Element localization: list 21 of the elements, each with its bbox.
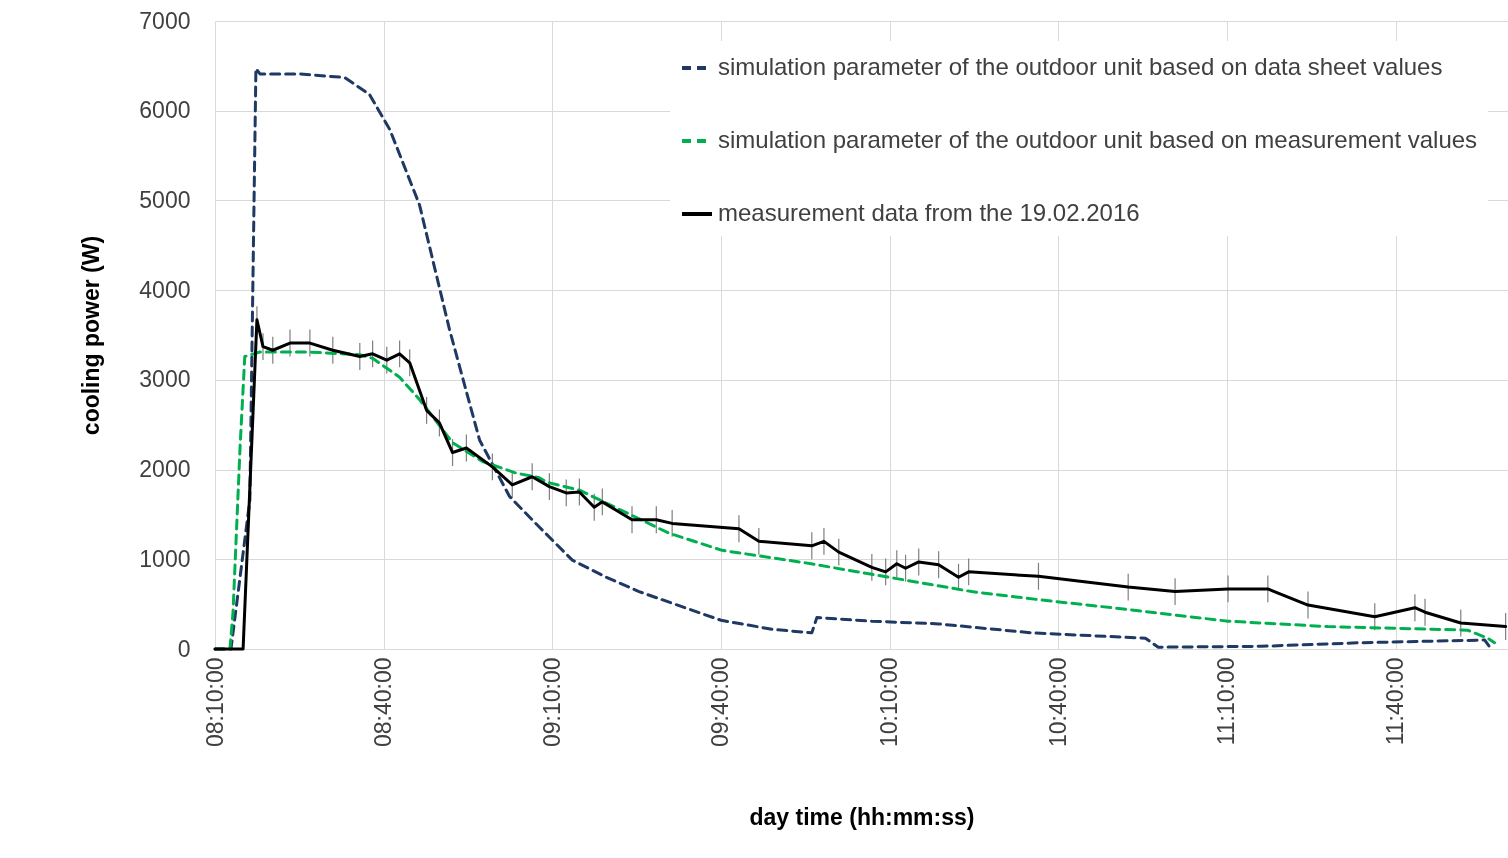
y-tick-label: 5000 [139,186,191,213]
y-axis-title: cooling power (W) [78,235,105,436]
x-tick-label: 11:10:00 [1213,657,1240,746]
legend-label: measurement data from the 19.02.2016 [718,199,1140,226]
y-tick-label: 0 [177,635,191,662]
y-tick-label: 7000 [139,7,191,34]
x-tick-label: 11:40:00 [1382,657,1409,746]
x-axis-title: day time (hh:mm:ss) [749,804,975,831]
x-tick-label: 09:10:00 [538,657,565,748]
legend-label: simulation parameter of the outdoor unit based on measurement values [718,126,1478,153]
x-tick-label: 10:10:00 [876,657,903,748]
x-tick-label: 08:10:00 [201,657,228,748]
y-tick-label: 6000 [139,97,191,124]
x-tick-label: 08:40:00 [370,657,397,748]
y-tick-label: 1000 [139,545,191,572]
legend-label: simulation parameter of the outdoor unit based on data sheet values [718,53,1443,80]
y-tick-label: 3000 [139,366,191,393]
x-tick-label: 09:40:00 [707,657,734,748]
x-tick-label: 10:40:00 [1044,657,1071,748]
y-tick-label: 4000 [139,276,191,303]
y-tick-label: 2000 [139,456,191,483]
